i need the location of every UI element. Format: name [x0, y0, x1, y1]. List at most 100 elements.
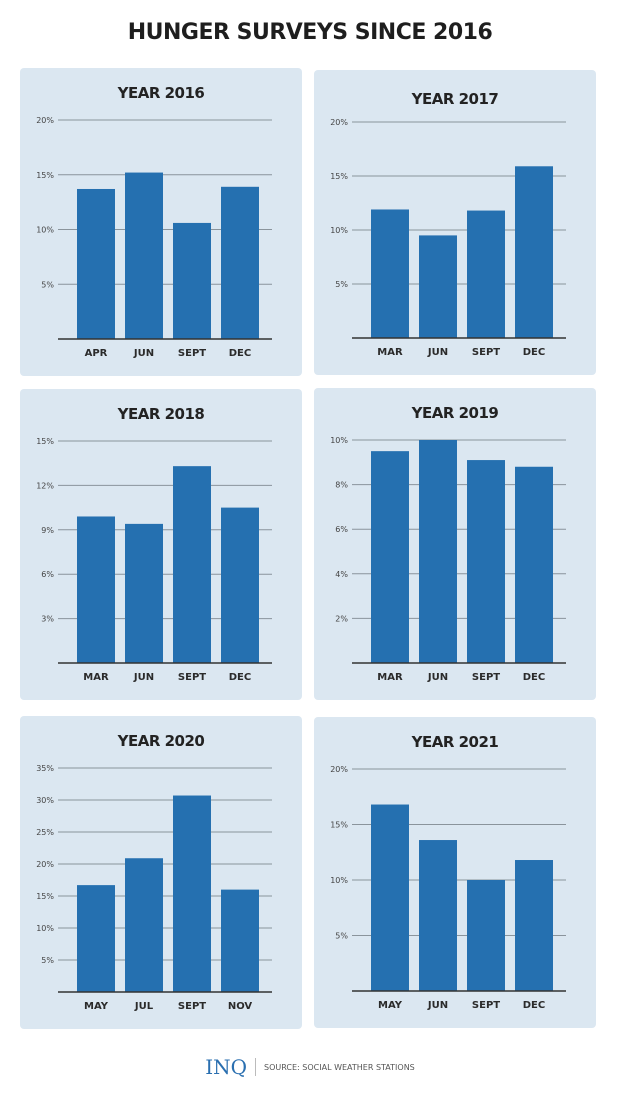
y-tick-label: 5%: [335, 932, 348, 941]
panel-year-2019: 2% 4% 6% 8% 10% MAR JUN SEPT DEC YEAR 2019: [314, 388, 596, 700]
bar-apr: [77, 188, 115, 339]
bar-may: [77, 885, 115, 992]
y-tick-label: 25%: [36, 828, 54, 837]
bar-nov: [221, 889, 259, 992]
y-tick-label: 10%: [330, 436, 348, 445]
chart-title: YEAR 2018: [117, 405, 205, 423]
x-tick-label: SEPT: [178, 672, 206, 683]
y-tick-label: 20%: [36, 860, 54, 869]
y-tick-label: 15%: [36, 892, 54, 901]
chart-title: YEAR 2021: [411, 733, 499, 751]
panel-year-2020: 5% 10% 15% 20% 25% 30% 35% MAY JUL SEPT NOV YEAR 20…: [20, 716, 302, 1029]
x-tick-label: DEC: [523, 1000, 545, 1011]
y-tick-label: 2%: [335, 614, 348, 623]
bar-may: [371, 804, 409, 991]
x-tick-label: DEC: [523, 347, 545, 358]
bar-jul: [125, 858, 163, 992]
y-tick-label: 15%: [330, 172, 348, 181]
x-tick-label: NOV: [228, 1001, 253, 1012]
y-tick-label: 30%: [36, 796, 54, 805]
footer: INQ SOURCE: SOCIAL WEATHER STATIONS: [0, 1055, 620, 1079]
y-tick-label: 5%: [335, 280, 348, 289]
bar-jun: [125, 523, 163, 663]
bar-chart: 5% 10% 15% 20% MAR JUN SEPT DEC: [330, 118, 566, 358]
x-tick-label: SEPT: [178, 1001, 206, 1012]
x-tick-label: DEC: [229, 672, 251, 683]
divider: [255, 1058, 257, 1076]
bar-jun: [419, 840, 457, 991]
y-tick-label: 20%: [330, 118, 348, 127]
x-tick-label: JUN: [133, 348, 154, 359]
bar-dec: [221, 507, 259, 663]
chart-title: YEAR 2019: [411, 404, 499, 422]
y-tick-label: 6%: [335, 525, 348, 534]
bar-sept: [467, 880, 505, 991]
y-tick-label: 10%: [330, 226, 348, 235]
bar-sept: [467, 460, 505, 663]
bar-mar: [371, 209, 409, 338]
y-tick-label: 10%: [36, 924, 54, 933]
bar-dec: [515, 860, 553, 991]
bar-jun: [125, 172, 163, 339]
bar-sept: [467, 210, 505, 338]
y-tick-label: 9%: [41, 526, 54, 535]
y-tick-label: 35%: [36, 764, 54, 773]
y-tick-label: 8%: [335, 481, 348, 490]
panel-year-2016: 5% 10% 15% 20% APR JUN SEPT DEC YEAR 2016: [20, 68, 302, 376]
y-tick-label: 12%: [36, 481, 54, 490]
y-tick-label: 10%: [36, 226, 54, 235]
inq-logo: INQ: [205, 1055, 248, 1079]
x-tick-label: MAY: [84, 1001, 109, 1012]
chart-title: YEAR 2020: [117, 732, 205, 750]
x-tick-label: JUN: [427, 1000, 448, 1011]
y-tick-label: 20%: [330, 765, 348, 774]
x-tick-label: SEPT: [472, 347, 500, 358]
bar-sept: [173, 222, 211, 339]
panel-year-2021: 5% 10% 15% 20% MAY JUN SEPT DEC YEAR 2021: [314, 717, 596, 1028]
bar-jun: [419, 440, 457, 663]
bar-chart: 5% 10% 15% 20% 25% 30% 35% MAY JUL SEPT NOV: [36, 764, 272, 1012]
bar-dec: [515, 166, 553, 338]
bar-chart: 5% 10% 15% 20% MAY JUN SEPT DEC: [330, 765, 566, 1011]
y-tick-label: 15%: [330, 821, 348, 830]
x-tick-label: JUL: [134, 1001, 154, 1012]
panel-year-2018: 3% 6% 9% 12% 15% MAR JUN SEPT DEC YEAR 2018: [20, 389, 302, 700]
bar-chart: 5% 10% 15% 20% APR JUN SEPT DEC: [36, 116, 272, 359]
x-tick-label: MAR: [377, 672, 403, 683]
main-title: HUNGER SURVEYS SINCE 2016: [127, 20, 493, 45]
bar-dec: [515, 466, 553, 663]
bar-dec: [221, 186, 259, 339]
bar-sept: [173, 466, 211, 663]
x-tick-label: SEPT: [178, 348, 206, 359]
y-tick-label: 20%: [36, 116, 54, 125]
bar-sept: [173, 795, 211, 992]
y-tick-label: 10%: [330, 876, 348, 885]
x-tick-label: JUN: [427, 672, 448, 683]
bar-jun: [419, 235, 457, 338]
chart-title: YEAR 2017: [411, 90, 499, 108]
y-tick-label: 5%: [41, 956, 54, 965]
y-tick-label: 3%: [41, 615, 54, 624]
x-tick-label: JUN: [427, 347, 448, 358]
y-tick-label: 5%: [41, 280, 54, 289]
x-tick-label: APR: [85, 348, 108, 359]
y-tick-label: 15%: [36, 437, 54, 446]
x-tick-label: SEPT: [472, 672, 500, 683]
bar-mar: [77, 516, 115, 663]
panel-year-2017: 5% 10% 15% 20% MAR JUN SEPT DEC YEAR 2017: [314, 70, 596, 375]
source-text: SOURCE: SOCIAL WEATHER STATIONS: [264, 1062, 415, 1072]
x-tick-label: SEPT: [472, 1000, 500, 1011]
x-tick-label: DEC: [229, 348, 251, 359]
y-tick-label: 4%: [335, 570, 348, 579]
x-tick-label: MAY: [378, 1000, 403, 1011]
bar-mar: [371, 451, 409, 663]
x-tick-label: DEC: [523, 672, 545, 683]
chart-title: YEAR 2016: [117, 84, 205, 102]
bar-chart: 3% 6% 9% 12% 15% MAR JUN SEPT DEC: [36, 437, 272, 683]
x-tick-label: JUN: [133, 672, 154, 683]
x-tick-label: MAR: [83, 672, 109, 683]
bar-chart: 2% 4% 6% 8% 10% MAR JUN SEPT DEC: [330, 436, 566, 683]
x-tick-label: MAR: [377, 347, 403, 358]
y-tick-label: 6%: [41, 570, 54, 579]
y-tick-label: 15%: [36, 171, 54, 180]
